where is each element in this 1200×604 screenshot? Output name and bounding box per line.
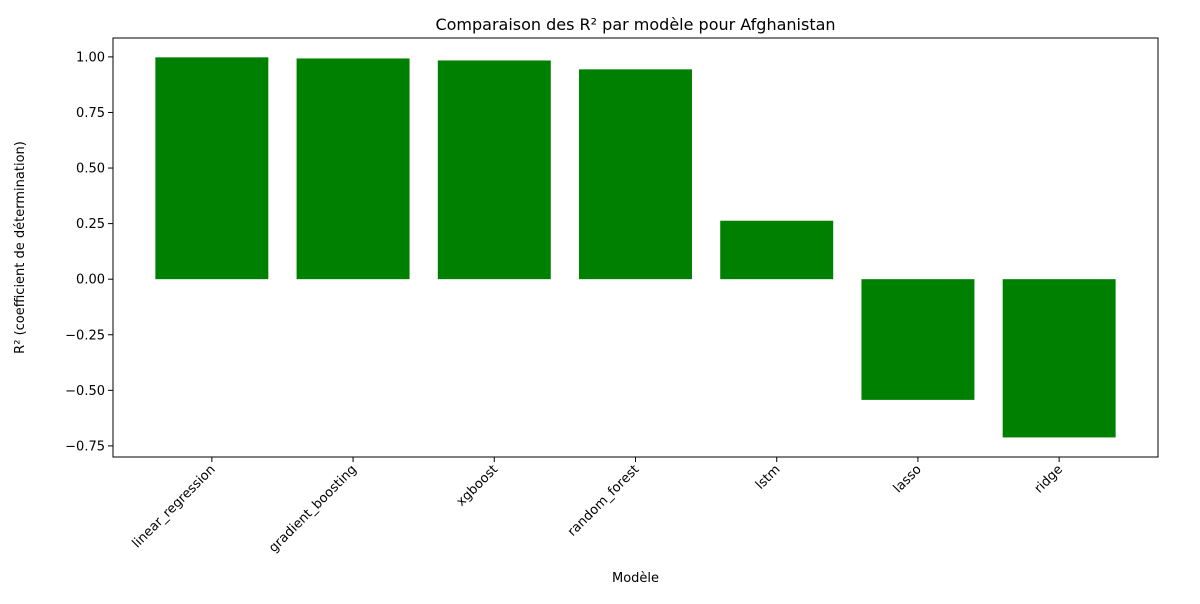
y-tick-label: −0.75: [65, 439, 105, 454]
bar-ridge: [1002, 279, 1116, 438]
x-axis-label: Modèle: [612, 571, 659, 586]
y-tick-label: 0.50: [76, 162, 105, 177]
chart-title: Comparaison des R² par modèle pour Afgha…: [435, 15, 835, 34]
bar-random_forest: [579, 69, 692, 280]
y-tick-label: 0.00: [76, 273, 105, 288]
y-tick-label: 0.75: [76, 106, 105, 121]
bar-lasso: [861, 279, 975, 400]
bar-lstm: [720, 220, 834, 280]
y-tick-label: 0.25: [76, 217, 105, 232]
bar-linear_regression: [155, 57, 269, 280]
bar-xgboost: [437, 60, 551, 280]
y-tick-label: −0.50: [65, 384, 105, 399]
y-tick-label: −0.25: [65, 328, 105, 343]
y-axis: −0.75 −0.50 −0.25 0.00 0.25 0.50 0.75 1.00: [65, 50, 113, 454]
plot-area: [155, 57, 1116, 438]
y-axis-label: R² (coefficient de détermination): [13, 141, 28, 354]
y-tick-label: 1.00: [76, 50, 105, 65]
bar-gradient_boosting: [296, 58, 410, 280]
